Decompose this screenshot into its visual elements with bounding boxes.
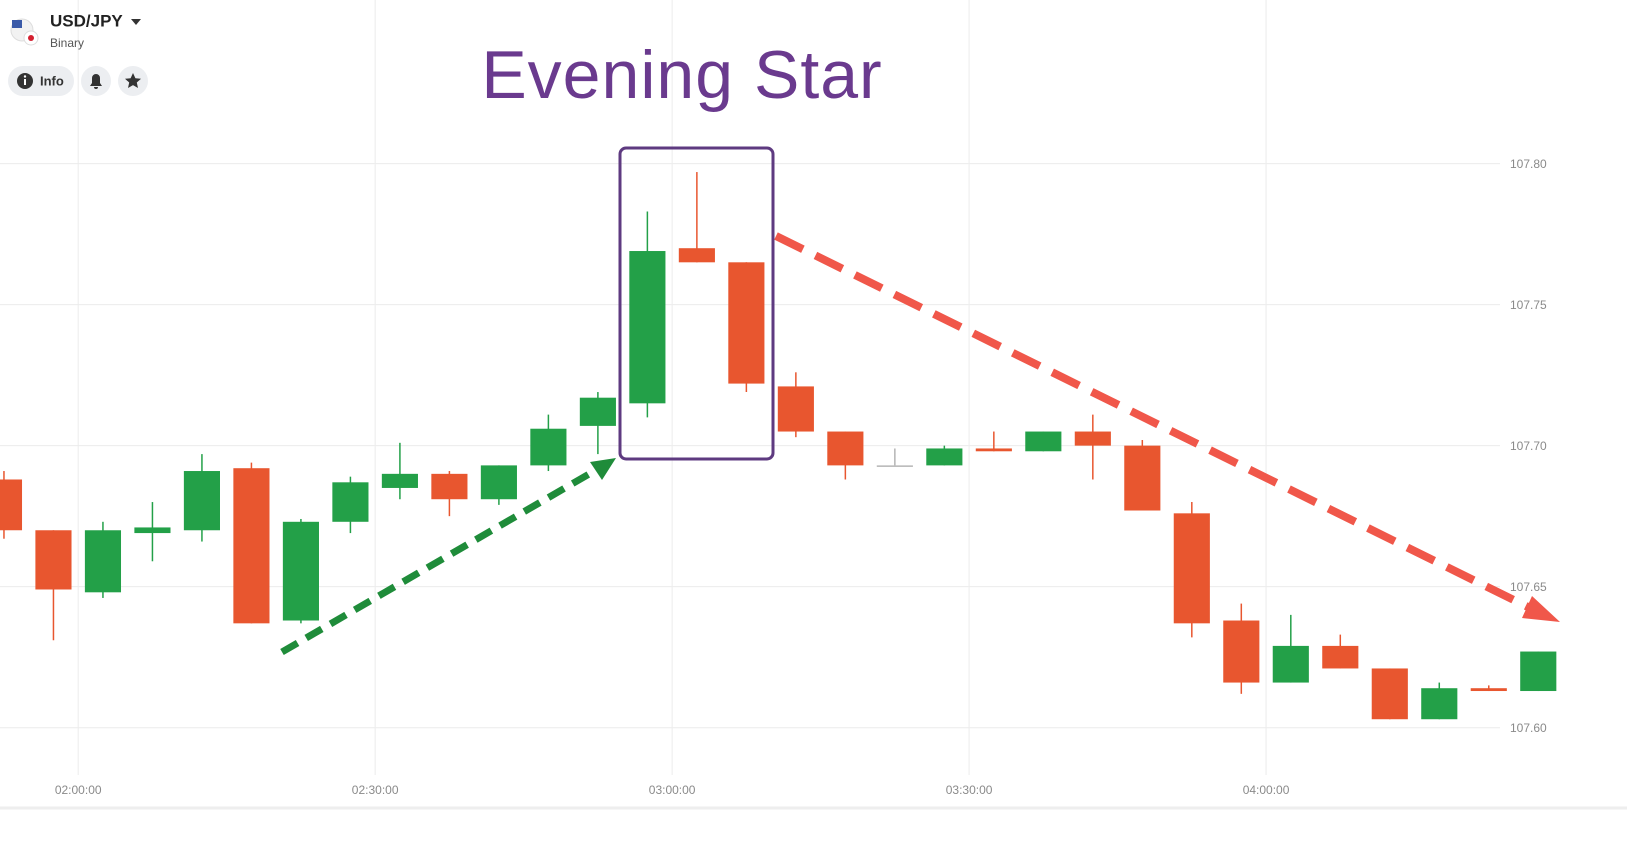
- candle-body: [0, 479, 23, 531]
- candle-body: [1223, 620, 1260, 683]
- candle-body: [480, 465, 517, 500]
- candle-body: [1421, 688, 1458, 720]
- candle-body: [530, 428, 567, 466]
- star-icon: [125, 73, 141, 88]
- candle-body: [1470, 688, 1507, 692]
- candle-body: [84, 530, 122, 593]
- candle-body: [1173, 513, 1210, 624]
- instrument: USD/JPY: [50, 11, 123, 30]
- candle-body: [431, 473, 468, 500]
- candle-body: [1124, 445, 1161, 511]
- y-tick-label: 107.65: [1510, 580, 1547, 594]
- pattern-box: [618, 146, 775, 461]
- downtrend-arrowhead: [1522, 596, 1560, 622]
- info-label[interactable]: Info: [40, 73, 64, 88]
- info-icon-bar: [24, 79, 26, 85]
- info-icon-dot: [23, 75, 27, 78]
- favorite-button[interactable]: [118, 66, 148, 96]
- candle-body: [1371, 668, 1408, 720]
- x-tick-label: 03:00:00: [649, 783, 696, 797]
- y-tick-label: 107.60: [1510, 721, 1547, 735]
- candle-body: [678, 248, 715, 263]
- candle-body: [1074, 431, 1111, 446]
- bell-icon: [90, 74, 102, 89]
- candle-body: [926, 448, 963, 466]
- candle-body: [579, 397, 616, 426]
- x-tick-label: 02:00:00: [55, 783, 102, 797]
- annotation-title: Evening Star: [481, 37, 882, 113]
- x-tick-label: 02:30:00: [352, 783, 399, 797]
- candle-body: [35, 530, 72, 590]
- y-tick-label: 107.70: [1510, 439, 1547, 453]
- candles: [0, 172, 1557, 720]
- downtrend-arrow: [774, 232, 1532, 612]
- alert-button[interactable]: [81, 66, 111, 96]
- candle-body: [1520, 651, 1557, 692]
- candle-body: [1272, 645, 1309, 683]
- uptrend-arrow: [280, 466, 598, 656]
- x-tick-label: 04:00:00: [1243, 783, 1290, 797]
- candle-body: [975, 448, 1012, 452]
- candle-body: [1322, 645, 1359, 669]
- candle-body: [183, 471, 221, 531]
- info-button[interactable]: Info: [8, 66, 74, 96]
- candle-body: [282, 521, 319, 621]
- grid: 107.60 107.65 107.70 107.75 107.80 02:00:00 02…: [0, 0, 1627, 810]
- dropdown-caret[interactable]: [131, 19, 141, 25]
- candle-body: [1025, 431, 1062, 452]
- y-tick-label: 107.75: [1510, 298, 1547, 312]
- header: USD/JPY Binary Info: [8, 11, 148, 96]
- candle-body: [629, 251, 666, 404]
- candle-body: [381, 473, 418, 488]
- x-tick-label: 03:30:00: [946, 783, 993, 797]
- candle-body: [827, 431, 864, 466]
- flag-jp-dot: [28, 35, 34, 41]
- candle-body: [134, 527, 171, 534]
- candle-body: [777, 386, 814, 432]
- flag-us-canton: [12, 20, 22, 28]
- candle-body: [728, 262, 765, 384]
- uptrend-arrowhead: [590, 458, 616, 480]
- y-tick-label: 107.80: [1510, 157, 1547, 171]
- candle-body: [876, 465, 913, 467]
- candle-body: [332, 482, 369, 522]
- candle-body: [233, 468, 270, 624]
- instrument-type: Binary: [50, 36, 84, 50]
